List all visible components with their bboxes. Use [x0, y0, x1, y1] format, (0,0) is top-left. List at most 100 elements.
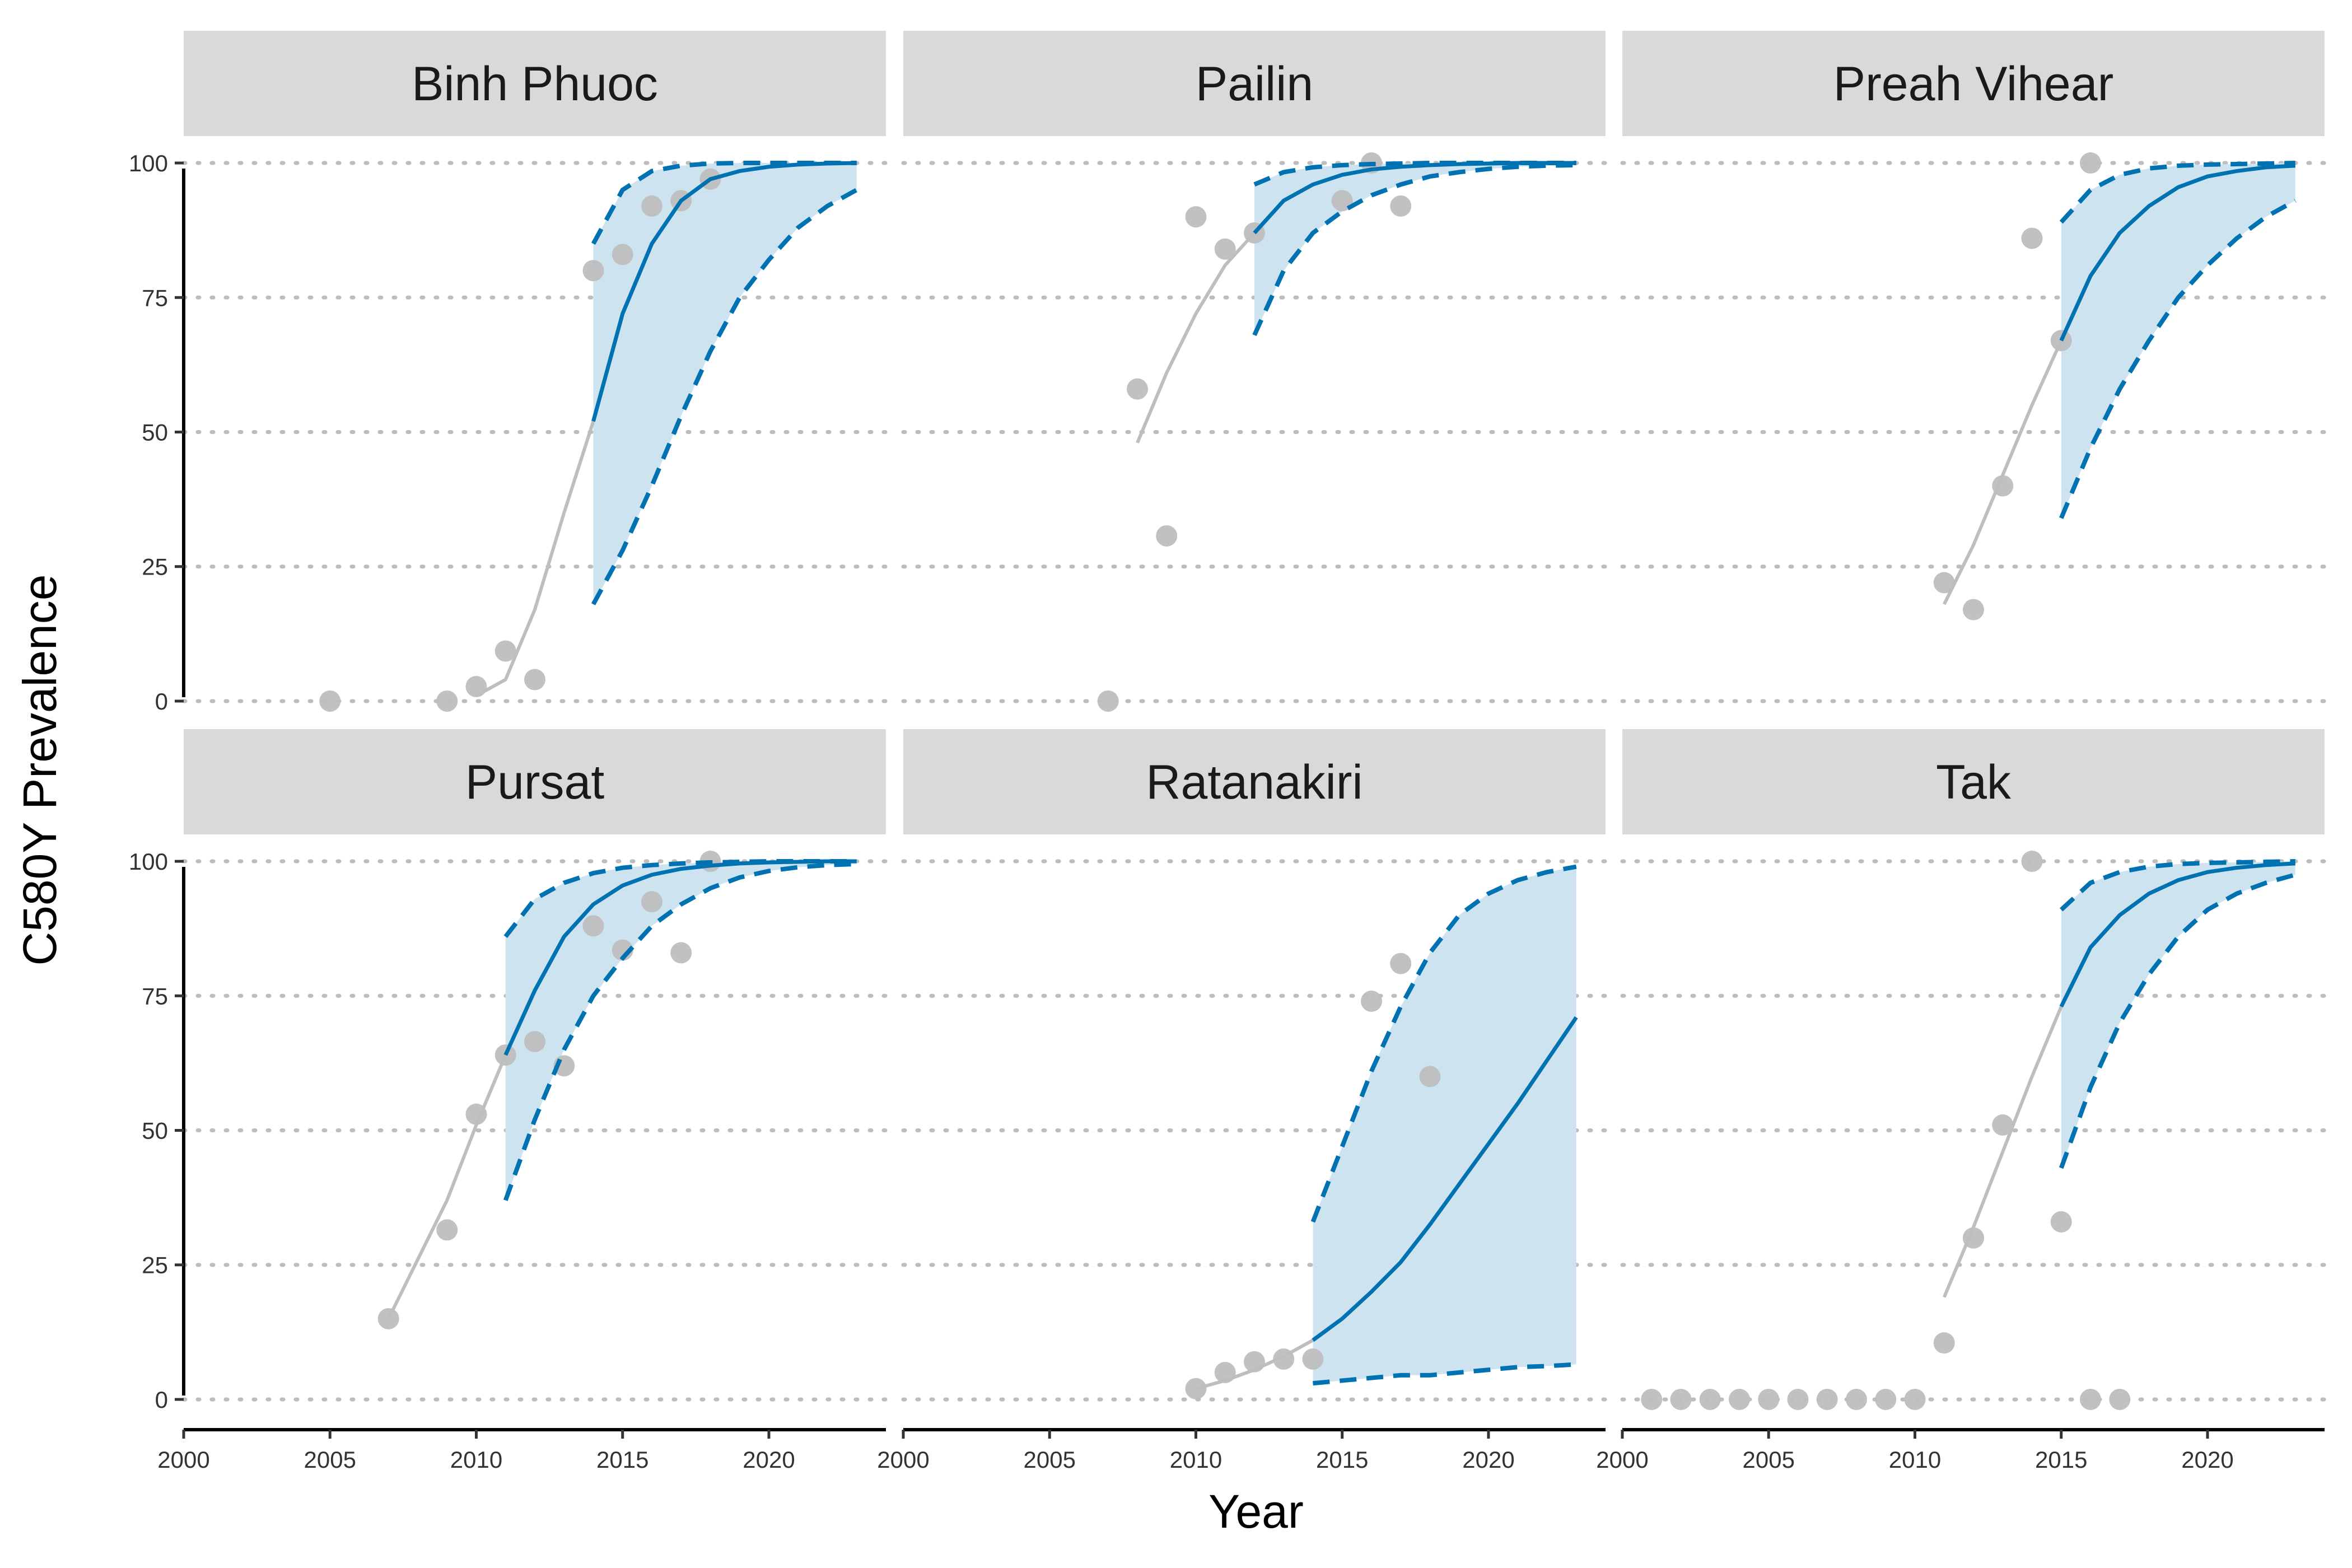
- facet-panel: Preah Vihear: [1620, 31, 2327, 703]
- data-point: [2050, 1211, 2072, 1233]
- data-point: [1185, 206, 1207, 228]
- lower-bound-line: [591, 188, 858, 605]
- x-tick-label: 2000: [1596, 1446, 1648, 1473]
- fit-line: [1942, 1006, 2063, 1298]
- data-point: [641, 891, 662, 913]
- forecast-band: [2061, 861, 2295, 1168]
- data-point: [377, 1308, 399, 1329]
- facet-strip: [1622, 31, 2325, 136]
- x-axis-title: Year: [1208, 1485, 1304, 1538]
- data-point: [1244, 1351, 1265, 1373]
- data-point: [582, 260, 604, 282]
- data-point: [1963, 599, 1984, 620]
- data-point: [1641, 1388, 1663, 1410]
- median-line: [503, 859, 857, 1056]
- forecast-band: [505, 861, 857, 1201]
- x-tick-label: 2005: [1024, 1446, 1076, 1473]
- data-point: [1816, 1388, 1838, 1410]
- y-tick-label: 75: [142, 983, 168, 1009]
- data-point: [1933, 1332, 1955, 1354]
- facet-panel: Tak 2000 2005 2010 2015 2020: [1596, 729, 2327, 1473]
- data-point: [1992, 475, 2014, 497]
- facet-title: Preah Vihear: [1833, 57, 2113, 111]
- data-point: [1185, 1378, 1207, 1399]
- data-point: [1846, 1388, 1867, 1410]
- median-line: [2059, 164, 2295, 342]
- facet-strip: [1622, 729, 2325, 834]
- data-point: [1419, 1066, 1441, 1088]
- facet-title: Pailin: [1196, 57, 1313, 111]
- data-point: [1361, 990, 1382, 1012]
- median-line: [1312, 1016, 1578, 1342]
- data-point: [1156, 525, 1178, 547]
- upper-bound-line: [1310, 864, 1577, 1223]
- facet-strip: [184, 31, 886, 136]
- data-point: [1127, 378, 1148, 400]
- facet-grid: Binh Phuoc 0 25 50 75 100 Pailin Preah Vihear Pu…: [129, 31, 2327, 1473]
- data-point: [670, 942, 692, 964]
- data-point: [1933, 572, 1955, 594]
- data-point: [1214, 238, 1236, 260]
- facet-panel: Binh Phuoc 0 25 50 75 100: [129, 31, 888, 715]
- upper-bound-line: [2059, 161, 2295, 224]
- data-point: [1787, 1388, 1809, 1410]
- data-point: [612, 244, 633, 265]
- data-point: [1875, 1388, 1897, 1410]
- data-point: [1992, 1114, 2014, 1136]
- data-point: [436, 690, 458, 712]
- x-tick-label: 2020: [743, 1446, 795, 1473]
- data-point: [1390, 953, 1412, 974]
- forecast-band: [1313, 866, 1576, 1384]
- y-tick-label: 75: [142, 284, 168, 311]
- x-tick-label: 2005: [1743, 1446, 1795, 1473]
- median-line: [591, 161, 857, 422]
- y-tick-label: 25: [142, 554, 168, 580]
- lower-bound-line: [1252, 162, 1576, 337]
- facet-panel: Pailin: [901, 31, 1608, 712]
- data-point: [465, 1103, 487, 1125]
- facet-strip: [184, 729, 886, 834]
- facet-panel: Ratanakiri 2000 2005 2010 2015 2020: [877, 729, 1608, 1473]
- data-point: [1390, 195, 1412, 217]
- data-point: [1699, 1388, 1721, 1410]
- forecast-band: [2061, 163, 2295, 519]
- fit-line: [475, 421, 595, 697]
- data-point: [1670, 1388, 1692, 1410]
- facet-title: Tak: [1936, 755, 2012, 809]
- fit-line: [387, 1054, 507, 1320]
- data-point: [436, 1219, 458, 1241]
- facet-title: Ratanakiri: [1146, 755, 1362, 809]
- upper-bound-line: [503, 859, 857, 939]
- data-point: [1214, 1361, 1236, 1383]
- data-point: [524, 669, 545, 690]
- median-line: [2059, 861, 2295, 1008]
- data-point: [1729, 1388, 1750, 1410]
- x-tick-label: 2015: [1316, 1446, 1368, 1473]
- y-tick-label: 50: [142, 1118, 168, 1144]
- data-point: [1302, 1348, 1324, 1370]
- y-tick-label: 0: [155, 1387, 168, 1413]
- y-tick-label: 0: [155, 688, 168, 715]
- facet-strip: [903, 729, 1606, 834]
- data-point: [1097, 690, 1119, 712]
- y-tick-label: 100: [129, 150, 168, 176]
- data-point: [1273, 1348, 1295, 1370]
- x-tick-label: 2020: [1462, 1446, 1514, 1473]
- y-tick-label: 50: [142, 419, 168, 446]
- x-tick-label: 2005: [304, 1446, 356, 1473]
- x-tick-label: 2015: [2035, 1446, 2087, 1473]
- data-point: [1758, 1388, 1780, 1410]
- data-point: [582, 915, 604, 937]
- data-point: [2021, 227, 2043, 249]
- x-tick-label: 2010: [1170, 1446, 1222, 1473]
- x-tick-label: 2015: [596, 1446, 648, 1473]
- data-point: [465, 676, 487, 698]
- data-point: [524, 1030, 545, 1052]
- facet-strip: [903, 31, 1606, 136]
- facet-title: Pursat: [465, 755, 605, 809]
- data-point: [2080, 1388, 2101, 1410]
- data-point: [1904, 1388, 1926, 1410]
- median-line: [1253, 161, 1576, 235]
- data-point: [2021, 851, 2043, 872]
